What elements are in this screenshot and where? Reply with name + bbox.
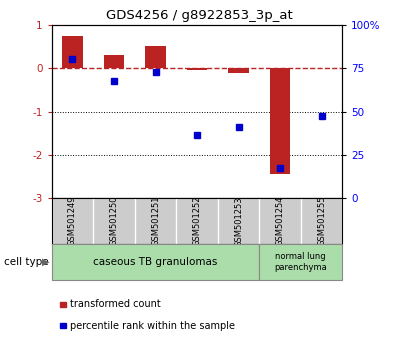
- Text: GSM501252: GSM501252: [193, 196, 201, 246]
- Text: GSM501251: GSM501251: [151, 196, 160, 246]
- Bar: [145, 46, 166, 68]
- Text: GSM501249: GSM501249: [68, 196, 77, 246]
- Bar: [187, 68, 207, 70]
- Bar: [270, 68, 291, 175]
- Text: caseous TB granulomas: caseous TB granulomas: [93, 257, 218, 267]
- Text: GSM501254: GSM501254: [275, 196, 285, 246]
- Text: cell type: cell type: [4, 257, 49, 267]
- Text: GDS4256 / g8922853_3p_at: GDS4256 / g8922853_3p_at: [105, 9, 293, 22]
- Text: percentile rank within the sample: percentile rank within the sample: [70, 321, 235, 331]
- Text: transformed count: transformed count: [70, 299, 160, 309]
- Bar: [62, 36, 83, 68]
- Bar: [259, 244, 342, 280]
- Bar: [228, 68, 249, 73]
- Text: GSM501255: GSM501255: [317, 196, 326, 246]
- Bar: [52, 244, 259, 280]
- Text: ▶: ▶: [42, 257, 50, 267]
- Bar: [103, 55, 124, 68]
- Text: GSM501250: GSM501250: [109, 196, 119, 246]
- Text: normal lung
parenchyma: normal lung parenchyma: [274, 252, 327, 272]
- Text: GSM501253: GSM501253: [234, 196, 243, 247]
